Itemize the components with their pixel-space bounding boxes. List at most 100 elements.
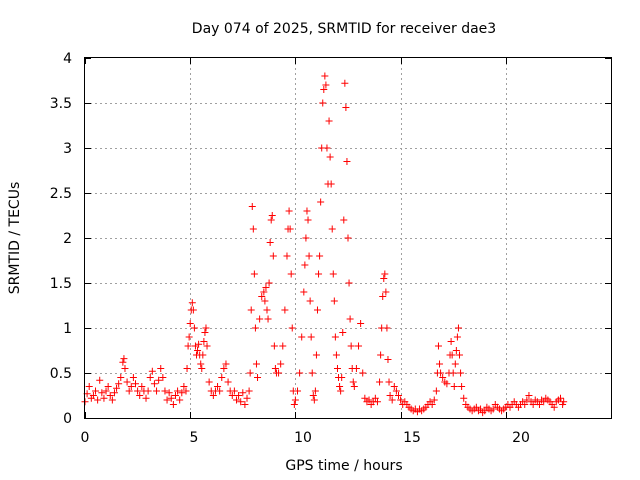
data-point bbox=[199, 351, 207, 359]
data-point bbox=[283, 252, 291, 260]
data-point bbox=[205, 378, 213, 386]
data-point bbox=[355, 342, 363, 350]
data-point bbox=[326, 153, 334, 161]
data-point bbox=[267, 216, 275, 224]
data-point bbox=[209, 392, 217, 399]
data-point bbox=[250, 270, 258, 278]
data-point bbox=[171, 392, 179, 399]
data-point bbox=[477, 405, 485, 413]
data-point bbox=[127, 383, 135, 390]
data-point bbox=[322, 81, 330, 89]
data-point bbox=[228, 392, 236, 399]
data-point bbox=[252, 360, 260, 368]
data-point bbox=[264, 315, 272, 323]
data-point bbox=[249, 225, 257, 233]
data-point bbox=[203, 342, 211, 350]
data-point bbox=[134, 387, 142, 395]
data-point bbox=[302, 234, 310, 242]
y-tick-label: 1.5 bbox=[50, 276, 72, 292]
data-point bbox=[308, 369, 316, 377]
data-point bbox=[286, 225, 294, 233]
data-point bbox=[261, 297, 269, 305]
data-point bbox=[214, 383, 222, 390]
data-point bbox=[224, 378, 232, 386]
data-point bbox=[287, 270, 295, 278]
axis-ticks bbox=[85, 58, 611, 419]
data-point bbox=[266, 239, 274, 246]
data-point bbox=[448, 351, 456, 359]
data-point bbox=[397, 396, 405, 404]
data-point bbox=[142, 394, 150, 402]
data-point bbox=[330, 297, 338, 305]
data-point bbox=[434, 342, 442, 350]
data-point bbox=[269, 252, 277, 260]
data-point bbox=[150, 380, 158, 388]
data-point bbox=[285, 207, 293, 215]
data-point bbox=[237, 398, 245, 406]
data-point bbox=[121, 365, 129, 372]
data-point bbox=[359, 369, 367, 377]
data-point bbox=[174, 387, 182, 395]
data-point bbox=[381, 270, 389, 278]
data-point bbox=[304, 216, 312, 224]
data-point bbox=[460, 394, 468, 402]
data-point bbox=[138, 383, 146, 390]
data-point bbox=[521, 401, 529, 408]
data-point bbox=[346, 315, 354, 323]
data-point bbox=[456, 351, 464, 359]
data-point bbox=[123, 378, 131, 386]
data-point bbox=[241, 401, 249, 408]
data-point bbox=[392, 387, 400, 395]
data-point bbox=[275, 369, 283, 377]
data-point bbox=[89, 392, 97, 399]
data-point bbox=[529, 401, 537, 408]
data-point bbox=[331, 333, 339, 341]
data-point bbox=[451, 360, 459, 368]
data-point bbox=[313, 306, 321, 314]
data-point bbox=[436, 360, 444, 368]
data-point bbox=[120, 355, 128, 363]
data-point bbox=[430, 396, 438, 404]
data-point bbox=[344, 234, 352, 242]
data-point bbox=[222, 360, 230, 368]
data-point bbox=[188, 299, 196, 307]
data-point bbox=[343, 158, 351, 165]
data-point bbox=[380, 275, 388, 282]
data-point bbox=[385, 378, 393, 386]
data-point bbox=[309, 392, 317, 399]
data-point bbox=[191, 342, 199, 350]
data-point bbox=[550, 403, 558, 411]
data-point bbox=[328, 225, 336, 233]
data-point bbox=[388, 396, 396, 404]
data-point bbox=[230, 387, 238, 395]
x-tick-label: 20 bbox=[512, 430, 530, 446]
data-point bbox=[288, 324, 296, 332]
data-point bbox=[365, 396, 373, 404]
data-point bbox=[349, 378, 357, 386]
data-point bbox=[357, 320, 365, 327]
data-point bbox=[340, 216, 348, 224]
data-point bbox=[129, 374, 137, 381]
data-point bbox=[329, 270, 337, 278]
data-point bbox=[185, 333, 193, 341]
data-point bbox=[317, 198, 325, 206]
data-point bbox=[306, 297, 314, 305]
data-point bbox=[194, 347, 202, 354]
data-point bbox=[110, 389, 118, 397]
data-point bbox=[312, 351, 320, 359]
data-point bbox=[384, 356, 392, 363]
data-point bbox=[377, 351, 385, 359]
data-point bbox=[117, 374, 125, 381]
data-point bbox=[165, 389, 173, 397]
data-point bbox=[94, 396, 102, 404]
data-point bbox=[428, 401, 436, 408]
data-point bbox=[337, 387, 345, 395]
data-point bbox=[341, 79, 349, 87]
x-tick-label: 0 bbox=[81, 430, 90, 446]
data-point bbox=[390, 383, 398, 390]
x-tick-label: 15 bbox=[403, 430, 421, 446]
data-point bbox=[216, 387, 224, 395]
data-point bbox=[183, 365, 191, 372]
data-point bbox=[235, 392, 243, 399]
